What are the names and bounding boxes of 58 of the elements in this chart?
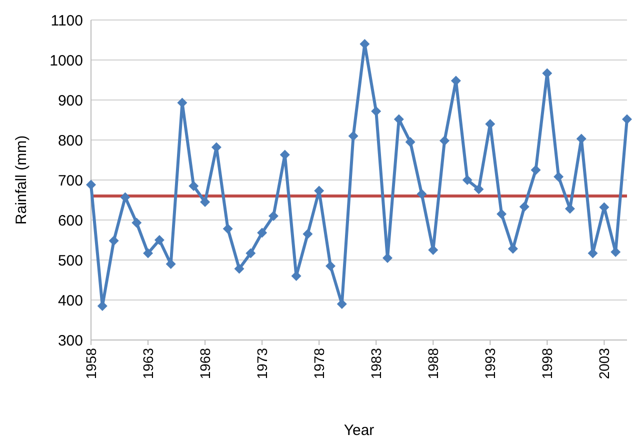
point	[474, 184, 484, 194]
y-tick-label: 1100	[50, 12, 83, 30]
point	[360, 39, 370, 49]
y-tick-label: 1000	[50, 52, 83, 70]
point	[268, 211, 278, 221]
point	[325, 261, 336, 271]
x-tick-label: 1963	[140, 348, 156, 380]
x-tick-label: 1973	[254, 348, 270, 380]
x-tick-label: 1998	[539, 348, 556, 380]
x-tick-label: 1968	[196, 348, 213, 380]
point	[416, 189, 427, 199]
point	[222, 224, 233, 234]
point	[257, 228, 268, 238]
point	[485, 119, 496, 129]
x-tick-label: 2003	[596, 348, 612, 380]
point	[143, 248, 154, 258]
point	[154, 235, 164, 245]
point	[496, 209, 507, 219]
point	[371, 106, 382, 116]
y-tick-label: 500	[58, 252, 83, 270]
y-tick-label: 900	[58, 92, 83, 110]
point	[246, 248, 256, 258]
point	[166, 259, 176, 269]
point	[200, 197, 210, 207]
y-tick-label: 300	[58, 332, 83, 350]
x-tick-label: 1988	[425, 348, 442, 380]
point	[86, 180, 96, 190]
x-tick-label: 1983	[368, 348, 384, 380]
point	[336, 299, 347, 309]
y-tick-label: 600	[58, 212, 83, 230]
point	[462, 175, 472, 185]
x-tick-label: 1958	[82, 348, 99, 380]
point	[428, 245, 438, 255]
y-tick-label: 800	[58, 132, 83, 150]
point	[302, 229, 313, 239]
x-axis-title: Year	[344, 422, 374, 439]
point	[610, 247, 621, 257]
point	[530, 165, 541, 175]
point	[348, 131, 358, 141]
point	[519, 202, 530, 212]
point	[97, 301, 108, 311]
y-axis-title: Rainfall (mm)	[13, 135, 30, 225]
point	[440, 136, 450, 146]
point	[188, 181, 199, 191]
point	[234, 264, 244, 274]
point	[394, 114, 404, 124]
point	[108, 236, 119, 246]
point	[382, 253, 393, 263]
y-tick-label: 400	[58, 292, 83, 310]
x-tick-label: 1993	[482, 348, 498, 380]
point	[622, 114, 632, 124]
point	[291, 271, 302, 281]
point	[120, 192, 130, 202]
point	[405, 137, 416, 147]
y-tick-label: 700	[58, 172, 83, 190]
point	[554, 172, 564, 182]
point	[132, 218, 142, 228]
x-tick-label: 1978	[310, 348, 327, 380]
